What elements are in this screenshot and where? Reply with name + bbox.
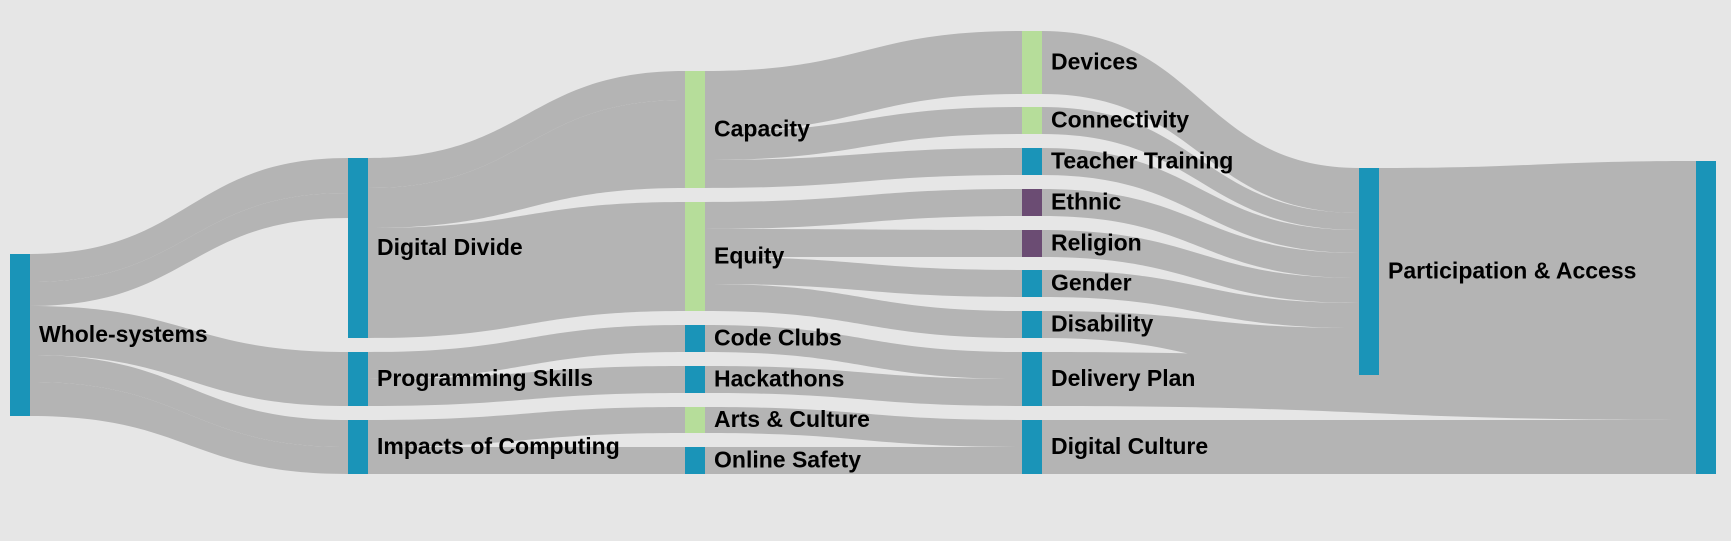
node-teacher[interactable] (1022, 148, 1042, 175)
link-codeclubs-to-delivery (705, 325, 1022, 379)
link-whole-to-impacts (30, 382, 348, 474)
node-participation[interactable] (1359, 168, 1379, 375)
link-religion-to-participation (1042, 230, 1359, 303)
link-teacher-to-participation (1042, 148, 1359, 253)
link-divide-to-capacity (368, 71, 685, 188)
link-equity-to-disability (705, 284, 1022, 338)
link-impacts-to-safety (368, 447, 685, 474)
node-final[interactable] (1696, 161, 1716, 474)
node-label-divide: Digital Divide (377, 234, 523, 260)
node-label-prog: Programming Skills (377, 365, 593, 391)
link-capacity-to-devices (705, 31, 1022, 132)
link-impacts-to-arts (368, 407, 685, 447)
link-hackathons-to-delivery (705, 366, 1022, 406)
node-label-teacher: Teacher Training (1051, 148, 1233, 174)
node-religion[interactable] (1022, 230, 1042, 257)
node-ethnic[interactable] (1022, 189, 1042, 216)
node-label-impacts: Impacts of Computing (377, 433, 620, 459)
node-whole[interactable] (10, 254, 30, 416)
node-label-whole: Whole-systems (39, 321, 208, 347)
node-label-equity: Equity (714, 243, 784, 269)
node-capacity[interactable] (685, 71, 705, 188)
links-layer (30, 31, 1696, 474)
link-capacity-to-connectivity (705, 107, 1022, 160)
node-disability[interactable] (1022, 311, 1042, 338)
node-gender[interactable] (1022, 270, 1042, 297)
node-label-codeclubs: Code Clubs (714, 325, 842, 351)
node-label-devices: Devices (1051, 49, 1138, 75)
node-devices[interactable] (1022, 31, 1042, 94)
link-divide-to-capacity (368, 100, 685, 228)
link-participation-to-final (1379, 161, 1696, 375)
link-culture-to-final (1042, 420, 1696, 474)
link-whole-to-impacts (30, 355, 348, 447)
node-delivery[interactable] (1022, 352, 1042, 406)
link-equity-to-gender (705, 257, 1022, 297)
labels-layer: Whole-systems Digital Divide Programming S… (39, 49, 1636, 473)
node-label-arts: Arts & Culture (714, 406, 870, 432)
node-equity[interactable] (685, 202, 705, 311)
node-prog[interactable] (348, 352, 368, 406)
link-whole-to-divide (30, 193, 348, 306)
link-whole-to-divide (30, 158, 348, 282)
node-label-safety: Online Safety (714, 447, 861, 473)
node-label-participation: Participation & Access (1388, 258, 1636, 284)
link-ethnic-to-participation (1042, 189, 1359, 278)
node-label-hackathons: Hackathons (714, 366, 844, 392)
link-safety-to-culture (705, 447, 1022, 474)
link-delivery-to-final (1042, 352, 1696, 420)
node-impacts[interactable] (348, 420, 368, 474)
link-prog-to-hackathons (368, 366, 685, 406)
link-capacity-to-teacher (705, 148, 1022, 188)
link-whole-to-prog (30, 306, 348, 406)
node-label-gender: Gender (1051, 270, 1132, 296)
nodes-layer (10, 31, 1716, 474)
node-label-delivery: Delivery Plan (1051, 365, 1195, 391)
node-culture[interactable] (1022, 420, 1042, 474)
node-codeclubs[interactable] (685, 325, 705, 352)
link-equity-to-ethnic (705, 189, 1022, 229)
node-safety[interactable] (685, 447, 705, 474)
node-arts[interactable] (685, 407, 705, 433)
link-gender-to-participation (1042, 270, 1359, 328)
link-devices-to-participation (1042, 31, 1359, 213)
node-connectivity[interactable] (1022, 107, 1042, 134)
node-label-ethnic: Ethnic (1051, 189, 1121, 215)
node-label-religion: Religion (1051, 230, 1142, 256)
link-divide-to-equity (368, 202, 685, 338)
node-divide[interactable] (348, 158, 368, 338)
node-label-connectivity: Connectivity (1051, 107, 1189, 133)
link-prog-to-codeclubs (368, 325, 685, 379)
node-label-disability: Disability (1051, 311, 1153, 337)
link-arts-to-culture (705, 407, 1022, 447)
node-label-culture: Digital Culture (1051, 433, 1208, 459)
node-label-capacity: Capacity (714, 116, 810, 142)
link-equity-to-religion (705, 229, 1022, 257)
node-hackathons[interactable] (685, 366, 705, 393)
link-connectivity-to-participation (1042, 107, 1359, 230)
